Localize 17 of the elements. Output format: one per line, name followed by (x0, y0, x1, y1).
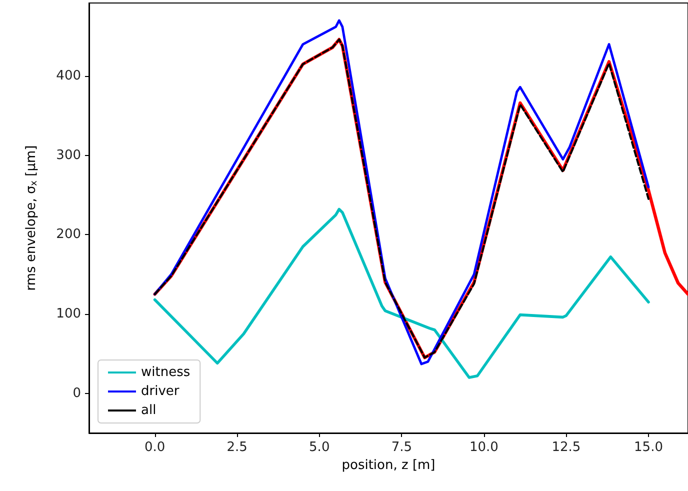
x-axis-title: position, z [m] (342, 458, 436, 473)
y-tick-label: 400 (56, 68, 81, 84)
x-tick-label: 10.0 (469, 440, 498, 455)
y-tick-label: 300 (56, 148, 81, 163)
x-tick-label: 7.5 (391, 440, 412, 455)
x-tick-label: 15.0 (634, 440, 663, 455)
x-tick-label: 0.0 (144, 440, 166, 455)
y-tick-label: 100 (56, 306, 81, 322)
y-tick-label: 200 (56, 227, 81, 242)
y-axis-title: rms envelope, σx [μm] (24, 145, 40, 291)
y-tick-label: 0 (72, 386, 81, 401)
legend-label: witness (141, 365, 190, 380)
x-tick-label: 2.5 (226, 440, 248, 455)
x-tick-label: 12.5 (552, 440, 581, 455)
legend-label: all (141, 403, 156, 418)
legend-label: driver (141, 384, 180, 399)
x-tick-label: 5.0 (309, 440, 330, 455)
